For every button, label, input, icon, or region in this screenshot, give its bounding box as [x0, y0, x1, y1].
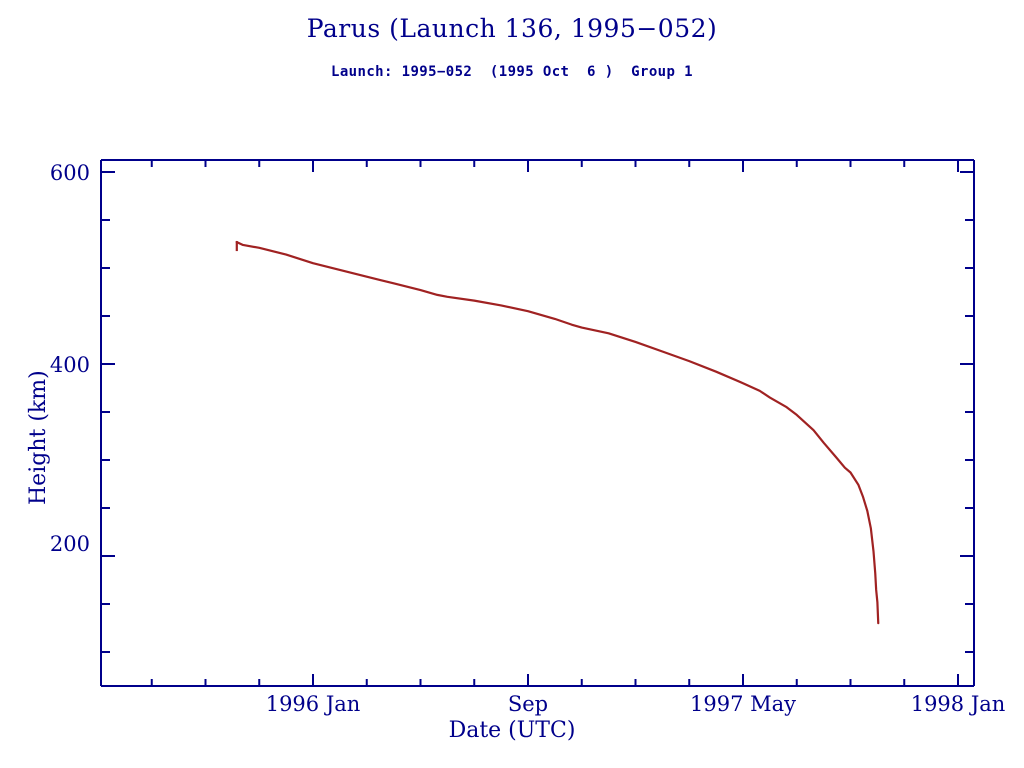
series-line [235, 240, 880, 625]
axis-frame [100, 159, 975, 687]
y-tick-label-400: 400 [49, 353, 90, 377]
x-tick-label-1997-may: 1997 May [689, 692, 796, 716]
y-tick-label-600: 600 [49, 161, 90, 185]
chart-subtitle: Launch: 1995−052 (1995 Oct 6 ) Group 1 [331, 64, 693, 80]
height-decay-curve [235, 240, 880, 625]
y-tick-label-200: 200 [49, 532, 90, 556]
x-tick-label-sep: Sep [507, 692, 549, 716]
y-axis-ticks [101, 171, 974, 653]
chart-title: Parus (Launch 136, 1995−052) [306, 14, 718, 43]
x-axis-ticks [150, 160, 959, 686]
x-axis-title: Date (UTC) [448, 718, 576, 743]
x-tick-label-1996-jan: 1996 Jan [265, 692, 361, 716]
x-tick-label-1998-jan: 1998 Jan [910, 692, 1006, 716]
